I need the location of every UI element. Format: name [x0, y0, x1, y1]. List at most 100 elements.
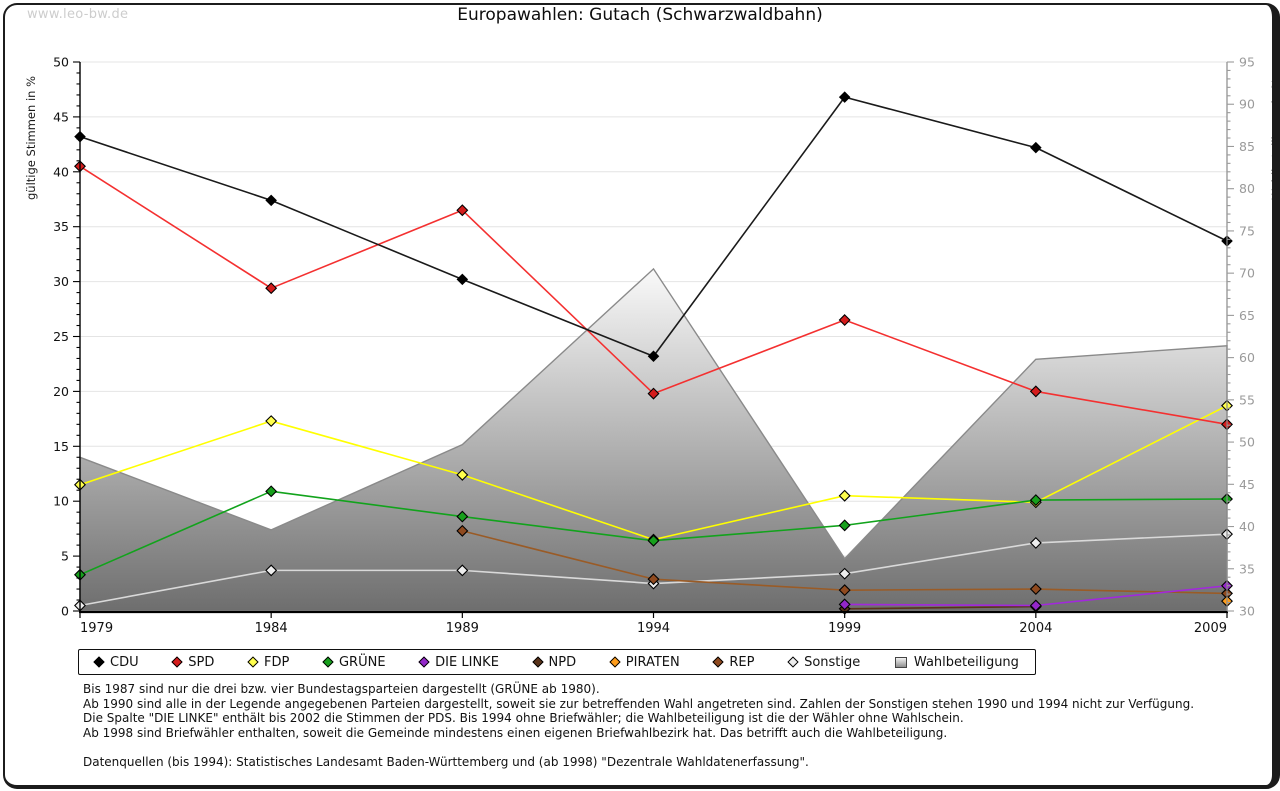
- series-marker-icon: [609, 656, 621, 668]
- footnote-line: Ab 1998 sind Briefwähler enthalten, sowe…: [83, 725, 948, 740]
- series-line-cdu: [652, 96, 846, 357]
- page-title: Europawahlen: Gutach (Schwarzwaldbahn): [457, 5, 823, 25]
- series-line-gr-ne: [462, 515, 654, 542]
- series-line-sonstige: [462, 569, 654, 585]
- legend-item-fdp: FDP: [247, 654, 290, 670]
- series-point-cdu-1999: [838, 91, 851, 103]
- data-source-line: Datenquellen (bis 1994): Statistisches L…: [83, 755, 809, 769]
- right-axis-tick-label: 40: [1239, 519, 1255, 534]
- series-point-sonstige-1984: [265, 564, 278, 577]
- footnote-line: Die Spalte "DIE LINKE" enthält bis 2002 …: [83, 711, 964, 725]
- footnote-line: Ab 1990 sind alle in der Legende angegeb…: [83, 696, 1195, 711]
- election-line-chart: 0 5 10 15 20 25 30 35 40 45 50 30 35 40 45 50 55 60 65 70 75…: [53, 55, 1255, 637]
- series-line-gr-ne: [653, 524, 845, 542]
- series-point-cdu-2004: [1030, 141, 1042, 154]
- left-axis-tick-label: 40: [53, 164, 69, 179]
- series-line-gr-ne: [79, 490, 272, 576]
- right-axis-tick-label: 80: [1239, 181, 1255, 196]
- series-line-rep: [462, 530, 654, 580]
- series-line-fdp: [79, 420, 272, 486]
- left-axis-tick-label: 10: [53, 494, 69, 509]
- turnout-area: [79, 267, 1228, 612]
- series-line-sonstige: [844, 542, 1036, 575]
- series-point-sonstige-1989: [456, 564, 469, 577]
- x-axis-year-label: 2004: [1019, 621, 1052, 636]
- series-point-sonstige-2004: [1029, 536, 1042, 549]
- series-line-cdu: [270, 199, 463, 281]
- series-point-cdu-1994: [647, 350, 660, 363]
- series-line-fdp: [1035, 404, 1228, 504]
- series-point-rep-1994: [647, 573, 660, 586]
- series-line-fdp: [270, 420, 463, 476]
- right-axis-tick-label: 50: [1239, 435, 1255, 450]
- series-marker-icon: [531, 656, 544, 668]
- series-line-cdu: [462, 278, 654, 358]
- legend-item-die-linke: DIE LINKE: [418, 654, 499, 670]
- series-point-fdp-1989: [456, 468, 469, 481]
- right-axis-tick-label: 30: [1239, 604, 1255, 619]
- series-line-fdp: [653, 494, 845, 541]
- legend-label: FDP: [264, 654, 290, 670]
- right-axis-tick-label: 70: [1239, 266, 1255, 281]
- legend-item-spd: SPD: [171, 654, 215, 670]
- legend-item-wahlbeteiligung: Wahlbeteiligung: [894, 654, 1019, 670]
- series-marker-icon: [787, 656, 799, 668]
- right-axis-tick-label: 35: [1239, 561, 1255, 576]
- left-axis-tick-label: 5: [61, 549, 69, 564]
- series-line-rep: [1035, 588, 1228, 595]
- legend-label: PIRATEN: [625, 654, 680, 670]
- series-line-die-linke: [844, 603, 1036, 607]
- series-marker-icon: [712, 656, 725, 668]
- legend-item-piraten: PIRATEN: [609, 654, 680, 670]
- series-line-spd: [653, 319, 845, 395]
- legend-item-npd: NPD: [531, 654, 577, 670]
- series-point-cdu-1989: [456, 273, 469, 286]
- legend-label: Wahlbeteiligung: [913, 654, 1019, 670]
- x-axis-year-label: 1984: [255, 621, 288, 636]
- series-point-gr-ne-1984: [265, 485, 278, 498]
- series-line-spd: [1035, 390, 1228, 426]
- series-marker-icon: [322, 656, 334, 668]
- legend-label: DIE LINKE: [435, 654, 499, 670]
- series-marker-icon: [418, 656, 430, 668]
- legend-item-gr-ne: GRÜNE: [322, 655, 386, 670]
- right-axis-tick-label: 85: [1239, 139, 1255, 154]
- legend-item-rep: REP: [712, 655, 754, 670]
- chart-legend: CDU SPD FDP GRÜNE DIE LINKE NPD PIRATEN REP Sons…: [78, 649, 1036, 675]
- series-point-die-linke-1999: [838, 598, 851, 611]
- left-axis-tick-label: 20: [53, 384, 69, 399]
- left-axis-tick-label: 35: [53, 219, 69, 234]
- series-point-die-linke-2004: [1029, 599, 1042, 612]
- series-marker-icon: [247, 656, 259, 668]
- series-point-spd-1989: [456, 204, 469, 217]
- legend-label: CDU: [110, 654, 139, 670]
- series-line-die-linke: [1035, 584, 1228, 607]
- series-line-cdu: [1035, 146, 1228, 242]
- series-point-rep-2004: [1029, 583, 1042, 596]
- series-line-rep: [844, 588, 1036, 591]
- legend-label: SPD: [188, 654, 215, 670]
- footnotes: Bis 1987 sind nur die drei bzw. vier Bun…: [83, 682, 1194, 770]
- x-axis-year-label: 2009: [1194, 621, 1227, 636]
- series-point-rep-1989: [456, 524, 469, 537]
- x-axis-year-label: 1999: [828, 621, 861, 636]
- legend-label: NPD: [548, 654, 577, 670]
- right-axis-tick-label: 65: [1239, 308, 1255, 323]
- series-point-spd-1994: [647, 387, 660, 400]
- series-point-spd-1984: [265, 282, 278, 295]
- series-line-spd: [79, 165, 272, 289]
- turnout-area-swatch: [894, 656, 907, 668]
- series-line-spd: [844, 319, 1037, 393]
- series-line-cdu: [79, 135, 272, 202]
- series-line-fdp: [844, 494, 1036, 504]
- site-watermark: www.leo-bw.de: [27, 7, 129, 22]
- series-point-gr-ne-1994: [647, 534, 660, 547]
- right-axis-tick-label: 55: [1239, 392, 1255, 407]
- left-axis-tick-label: 45: [53, 109, 69, 124]
- legend-item-sonstige: Sonstige: [787, 655, 860, 670]
- right-axis-title: Wahlbeteiligung in %: [1269, 78, 1280, 200]
- x-axis-year-label: 1979: [80, 621, 113, 636]
- series-point-fdp-1999: [838, 489, 851, 502]
- series-line-cdu: [844, 96, 1037, 149]
- series-line-spd: [270, 209, 463, 289]
